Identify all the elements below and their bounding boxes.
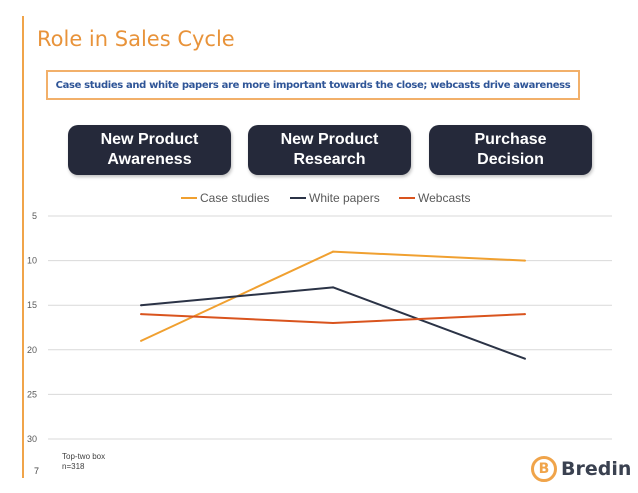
legend-label-1: White papers (309, 191, 380, 205)
legend-label-2: Webcasts (418, 191, 470, 205)
legend-label-0: Case studies (200, 191, 269, 205)
series-2-point-0 (140, 313, 142, 316)
logo-text: Bredin (561, 458, 632, 480)
series-1-point-2 (524, 357, 526, 360)
stage-awareness: New Product Awareness (68, 125, 231, 175)
y-tick-label-30: 30 (27, 434, 37, 444)
logo-mark-icon: B (531, 456, 557, 482)
note-line-2: n=318 (62, 462, 85, 471)
y-tick-label-15: 15 (27, 300, 37, 310)
stage-awareness-label: New Product Awareness (100, 131, 199, 168)
y-tick-label-25: 25 (27, 389, 37, 399)
stage-purchase: Purchase Decision (429, 125, 592, 175)
series-0-point-2 (524, 259, 526, 262)
bredin-logo: B Bredin (531, 456, 631, 482)
note-line-1: Top-two box (62, 452, 106, 461)
subtitle-box: Case studies and white papers are more i… (46, 70, 580, 100)
stage-purchase-label: Purchase Decision (474, 131, 547, 168)
stage-research: New Product Research (248, 125, 411, 175)
subtitle-text: Case studies and white papers are more i… (55, 79, 571, 91)
series-2-point-1 (332, 322, 334, 325)
series-1-point-0 (140, 304, 142, 307)
y-tick-label-5: 5 (32, 211, 37, 221)
slide-title: Role in Sales Cycle (37, 27, 235, 51)
stage-research-label: New Product Research (280, 131, 379, 168)
accent-rule (22, 16, 24, 478)
sample-note: Top-two box n=318 (62, 452, 105, 472)
series-2-point-2 (524, 313, 526, 316)
y-tick-label-20: 20 (27, 345, 37, 355)
series-line-0 (140, 250, 526, 342)
line-chart: 5 10 15 20 25 30 Case studies White papers Webca… (27, 191, 612, 444)
series-0-point-0 (140, 339, 142, 342)
series-0-point-1 (332, 250, 334, 253)
series-1-point-1 (332, 286, 334, 289)
y-tick-label-10: 10 (27, 256, 37, 266)
page-number: 7 (34, 466, 40, 476)
series-line-2 (140, 313, 526, 325)
